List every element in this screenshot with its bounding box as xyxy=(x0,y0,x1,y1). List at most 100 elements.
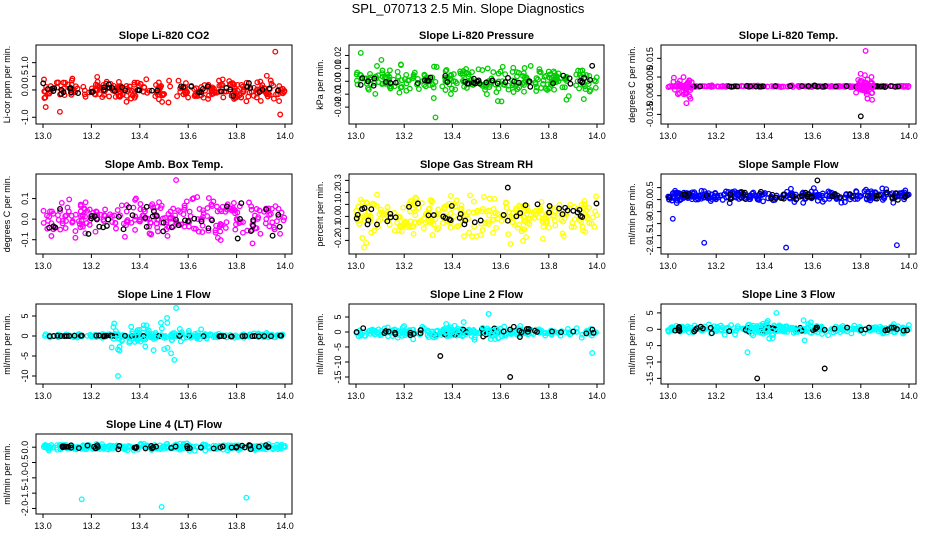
data-point xyxy=(732,331,738,338)
data-point xyxy=(406,223,413,230)
data-point xyxy=(240,88,247,95)
x-tick-label: 14.0 xyxy=(276,391,294,401)
data-point xyxy=(204,205,211,212)
data-point xyxy=(75,218,82,225)
data-point xyxy=(502,71,509,78)
data-point xyxy=(545,68,552,75)
data-point xyxy=(831,325,838,332)
y-axis-label: ml/min per min. xyxy=(2,313,12,375)
plot-frame xyxy=(348,303,605,385)
data-point xyxy=(417,330,424,337)
data-point xyxy=(484,218,491,225)
data-point xyxy=(783,244,790,251)
data-point xyxy=(164,344,171,351)
data-point xyxy=(534,328,540,335)
data-point xyxy=(470,198,477,205)
data-point xyxy=(154,228,161,235)
data-point xyxy=(819,325,826,332)
data-point xyxy=(202,441,209,448)
data-point xyxy=(267,211,274,218)
data-point xyxy=(200,207,207,214)
data-point xyxy=(246,442,253,449)
data-point xyxy=(447,217,454,224)
data-point xyxy=(134,337,141,344)
data-point xyxy=(186,445,193,452)
x-tick-label: 13.4 xyxy=(756,391,774,401)
data-point xyxy=(759,320,766,327)
data-point xyxy=(93,216,100,223)
data-point xyxy=(900,327,907,334)
data-point xyxy=(133,195,139,202)
data-point xyxy=(118,202,125,209)
data-point xyxy=(272,203,279,210)
data-point xyxy=(499,78,506,85)
data-point xyxy=(85,230,92,237)
data-point xyxy=(167,208,174,215)
data-point xyxy=(112,328,119,335)
data-point xyxy=(539,218,546,225)
data-point xyxy=(484,65,491,72)
data-point xyxy=(738,194,745,201)
data-point xyxy=(247,85,254,91)
data-point xyxy=(760,83,767,90)
data-point xyxy=(524,328,531,335)
data-point xyxy=(703,192,710,199)
data-point xyxy=(82,199,89,206)
data-point xyxy=(560,233,567,239)
data-point xyxy=(123,98,130,105)
data-point xyxy=(425,210,432,217)
data-point xyxy=(268,333,274,340)
data-point xyxy=(561,84,568,91)
data-point xyxy=(77,203,84,209)
data-point xyxy=(570,328,577,335)
y-tick-label: 0.5 xyxy=(20,70,30,83)
data-point xyxy=(94,73,101,80)
data-point xyxy=(540,77,547,84)
panel-title: Slope Li-820 CO2 xyxy=(119,30,209,42)
plot-frame xyxy=(348,44,605,125)
data-point xyxy=(92,228,99,235)
data-point xyxy=(238,200,245,207)
data-point xyxy=(713,328,720,334)
data-point xyxy=(149,213,156,220)
data-point xyxy=(117,92,124,99)
data-point xyxy=(107,211,114,218)
data-point xyxy=(780,191,787,198)
panel-title: Slope Li-820 Pressure xyxy=(419,30,534,42)
data-point xyxy=(676,323,682,330)
data-point xyxy=(894,326,900,333)
data-point xyxy=(586,88,593,95)
data-point xyxy=(40,444,47,450)
data-point xyxy=(479,324,486,331)
data-point xyxy=(165,99,172,106)
data-point xyxy=(863,85,870,92)
data-point xyxy=(754,375,761,382)
data-point xyxy=(671,86,678,93)
data-point xyxy=(869,83,876,90)
data-point xyxy=(579,223,586,230)
data-point xyxy=(113,225,119,232)
data-point xyxy=(140,322,147,329)
data-point xyxy=(175,222,182,229)
data-point xyxy=(540,223,547,230)
data-point xyxy=(128,323,135,330)
data-point xyxy=(889,194,896,201)
data-point xyxy=(527,83,534,90)
data-point xyxy=(521,88,527,95)
data-point xyxy=(261,333,268,340)
data-point xyxy=(513,213,520,220)
data-point xyxy=(144,328,151,335)
data-point xyxy=(356,221,363,228)
y-axis-label: ml/min per min. xyxy=(627,313,637,375)
data-point xyxy=(402,221,409,228)
x-tick-label: 13.4 xyxy=(131,261,149,271)
data-point xyxy=(232,226,239,233)
data-point xyxy=(500,328,507,335)
data-point xyxy=(448,202,455,209)
data-point xyxy=(465,229,472,236)
y-tick-label: -0.015 xyxy=(645,102,655,128)
data-point xyxy=(514,73,520,80)
data-point xyxy=(392,331,399,338)
data-point xyxy=(723,188,729,195)
data-point xyxy=(433,211,440,218)
